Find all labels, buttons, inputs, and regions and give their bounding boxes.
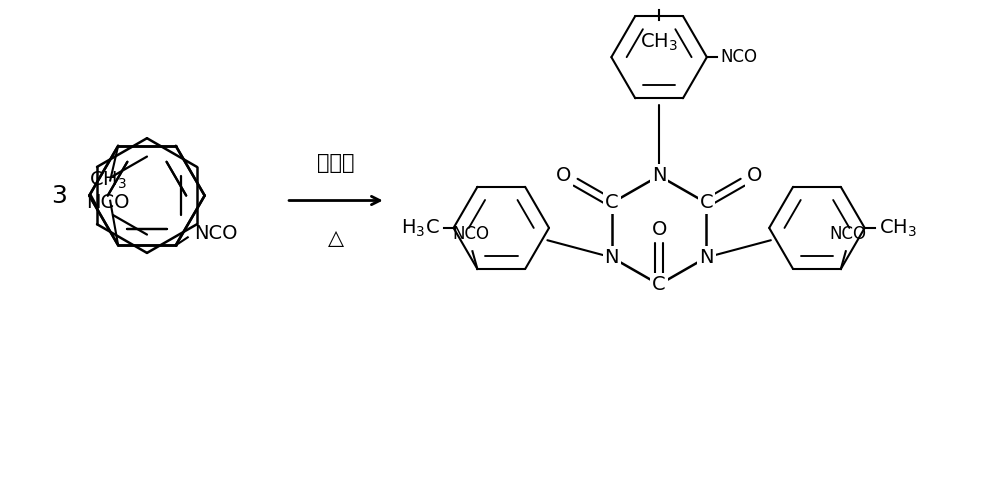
Text: N: N [604, 248, 619, 267]
Text: 3: 3 [52, 184, 67, 208]
Text: NCO: NCO [721, 48, 758, 66]
Text: △: △ [328, 228, 344, 248]
Text: 催化剂: 催化剂 [317, 153, 355, 173]
Text: O: O [651, 219, 667, 239]
Text: CH$_3$: CH$_3$ [640, 31, 678, 53]
Text: C: C [700, 193, 713, 213]
Text: CH$_3$: CH$_3$ [879, 218, 917, 239]
Text: CH$_3$: CH$_3$ [89, 169, 127, 191]
Text: C: C [605, 193, 619, 213]
Text: H$_3$C: H$_3$C [401, 218, 440, 239]
Text: NCO: NCO [86, 193, 130, 213]
Text: N: N [652, 166, 666, 185]
Text: O: O [747, 166, 762, 185]
Text: NCO: NCO [194, 224, 237, 243]
Text: NCO: NCO [829, 225, 866, 244]
Text: NCO: NCO [452, 225, 489, 244]
Text: O: O [556, 166, 571, 185]
Text: C: C [652, 275, 666, 294]
Text: N: N [699, 248, 714, 267]
